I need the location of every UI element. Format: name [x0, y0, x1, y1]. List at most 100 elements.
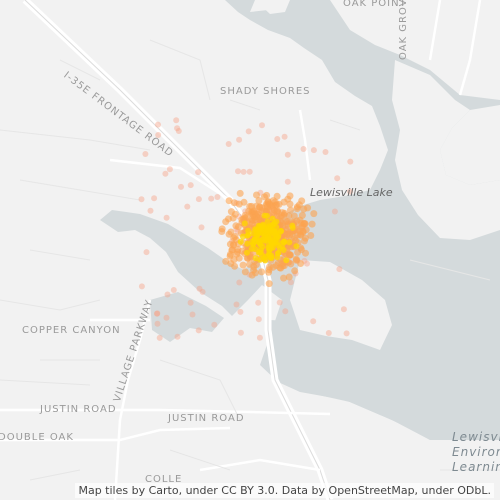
label-oak-grove-parkway: OAK GROVE PARKWAY [398, 0, 409, 60]
hotspot-dot [255, 299, 262, 306]
hotspot-dot [166, 166, 173, 173]
hotspot-dot [298, 197, 306, 205]
hotspot-dot [272, 239, 279, 246]
hotspot-dot [347, 158, 354, 165]
hotspot-dot [280, 238, 287, 245]
hotspot-dot [293, 243, 300, 250]
hotspot-dot [347, 188, 354, 195]
hotspot-dot [235, 200, 243, 208]
hotspot-dot [246, 260, 254, 268]
hotspot-dot [174, 125, 181, 132]
hotspot-dot [241, 220, 248, 227]
hotspot-dot [274, 136, 281, 142]
hotspot-dot [275, 200, 283, 208]
hotspot-dot [162, 170, 169, 177]
hotspot-dot [196, 285, 203, 292]
hotspot-dot [244, 240, 251, 247]
label-env-1: Lewisville [452, 430, 500, 444]
hotspot-dot [279, 243, 285, 250]
hotspot-dot [271, 228, 278, 235]
hotspot-dot [231, 262, 239, 270]
hotspot-dot [304, 260, 310, 267]
hotspot-dot [241, 268, 249, 276]
hotspot-dot [281, 133, 288, 140]
hotspot-dot [287, 279, 294, 286]
hotspot-dot [236, 279, 243, 286]
hotspot-dot [143, 249, 150, 256]
hotspot-dot [257, 249, 264, 256]
hotspot-dot [252, 261, 260, 269]
hotspot-dot [340, 306, 347, 313]
hotspot-dot [225, 197, 233, 205]
hotspot-dot [208, 195, 215, 202]
map-attribution: Map tiles by Carto, under CC BY 3.0. Dat… [75, 483, 494, 498]
highway-i35e-edge [24, 0, 331, 500]
hotspot-dot [239, 233, 246, 240]
hotspot-dot [163, 214, 170, 221]
hotspot-dot [301, 220, 309, 228]
hotspot-dot [174, 333, 181, 340]
hotspot-dot [249, 238, 256, 245]
minor-roads [0, 39, 500, 481]
hotspot-dot [187, 299, 194, 306]
hotspot-dot [282, 308, 289, 315]
lake-arm-south [150, 292, 224, 342]
hotspot-dot [283, 257, 290, 264]
hotspot-dot [248, 202, 256, 210]
hotspot-dot [178, 183, 184, 190]
hotspot-dot [257, 226, 264, 233]
land-northeast [330, 0, 500, 100]
hotspot-dot [173, 117, 180, 124]
hotspot-dot [237, 329, 244, 336]
hotspot-dot [214, 194, 221, 200]
hotspot-dot [289, 224, 296, 231]
hotspot-dot [244, 249, 250, 256]
hotspot-dot [266, 251, 272, 258]
hotspot-dot [325, 330, 332, 336]
hotspot-dot [225, 230, 233, 238]
hotspot-dot [255, 316, 262, 323]
hotspot-dot [222, 218, 230, 226]
hotspot-dot [154, 310, 161, 317]
label-shady-shores: SHADY SHORES [220, 86, 311, 97]
hotspot-dot [284, 151, 291, 158]
hotspot-dot [234, 223, 242, 231]
hotspot-dot [264, 218, 271, 225]
hotspot-dot [334, 175, 341, 182]
hotspot-dot [151, 195, 158, 202]
hotspot-dot [272, 208, 280, 216]
hotspot-dot [222, 257, 230, 265]
hotspot-dot [265, 268, 273, 276]
hotspot-dot [265, 227, 271, 234]
hotspot-dot [310, 147, 317, 154]
hotspot-dot [298, 211, 306, 219]
hotspot-dot [256, 203, 263, 211]
label-env-3: Learning [452, 460, 500, 474]
hotspot-dot [285, 273, 293, 281]
hotspot-dot [248, 245, 255, 252]
hotspot-dot [310, 210, 318, 218]
hotspot-dot [336, 266, 343, 273]
hotspot-dot [291, 267, 299, 275]
hotspot-dot [278, 212, 286, 220]
hotspot-dot [228, 246, 236, 254]
label-double-oak: DOUBLE OAK [0, 432, 74, 443]
hotspot-dot [170, 287, 177, 293]
hotspot-dot [290, 212, 298, 220]
hotspot-dot [256, 334, 263, 341]
hotspot-dot [275, 234, 282, 240]
hotspot-dot [301, 237, 308, 245]
label-env-2: Environ [452, 445, 500, 459]
hotspot-dot [265, 244, 272, 251]
hotspot-dot [284, 178, 291, 185]
hotspot-dot [322, 149, 329, 155]
hotspot-dot [237, 308, 244, 315]
label-copper-canyon: COPPER CANYON [22, 325, 121, 336]
hotspot-dot [244, 232, 251, 239]
hotspot-dot [300, 146, 307, 152]
hotspot-dot [236, 136, 243, 143]
hotspot-dot [252, 269, 259, 277]
hotspot-dot [155, 121, 161, 128]
hotspot-dot [225, 141, 232, 147]
